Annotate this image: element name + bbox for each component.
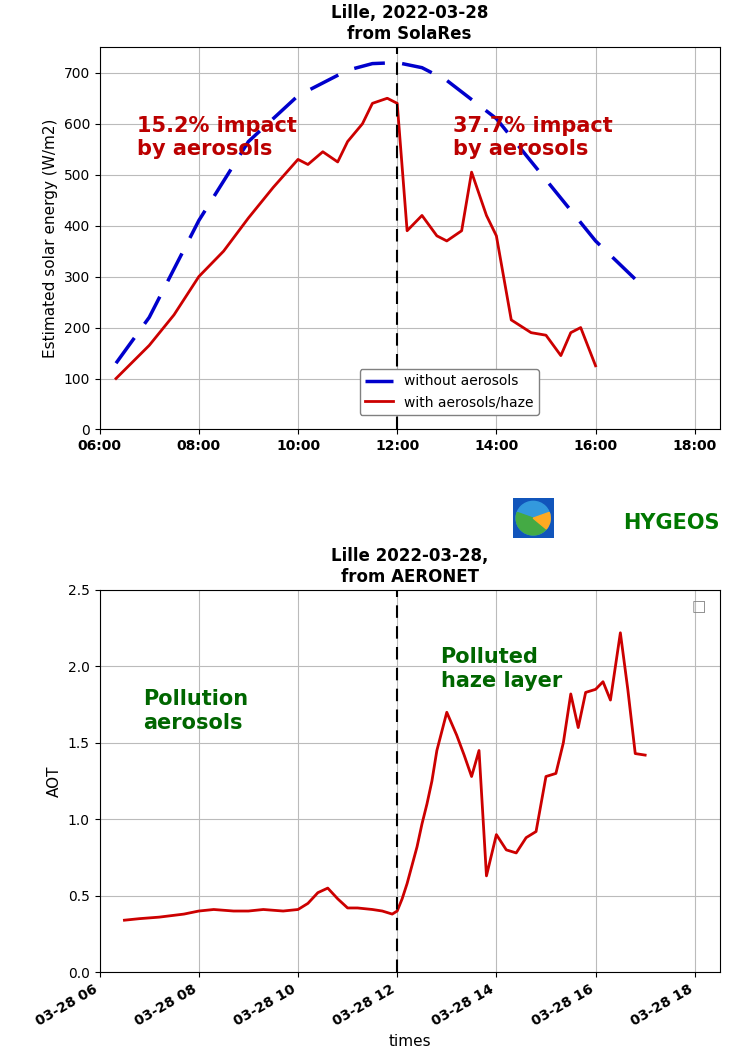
Text: 15.2% impact
by aerosols: 15.2% impact by aerosols (137, 116, 297, 160)
Y-axis label: Estimated solar energy (W/m2): Estimated solar energy (W/m2) (43, 119, 58, 358)
Title: Lille, 2022-03-28
from SolaRes: Lille, 2022-03-28 from SolaRes (331, 4, 489, 43)
Wedge shape (516, 513, 546, 535)
Circle shape (516, 501, 551, 535)
Text: HYGEOS: HYGEOS (623, 513, 720, 534)
Text: Polluted
haze layer: Polluted haze layer (441, 647, 562, 691)
X-axis label: times: times (388, 1034, 431, 1049)
Text: Pollution
aerosols: Pollution aerosols (143, 689, 248, 733)
Text: 37.7% impact
by aerosols: 37.7% impact by aerosols (453, 116, 613, 160)
Text: □: □ (692, 599, 706, 615)
Title: Lille 2022-03-28,
from AERONET: Lille 2022-03-28, from AERONET (331, 547, 489, 585)
Legend: without aerosols, with aerosols/haze: without aerosols, with aerosols/haze (359, 369, 539, 415)
Wedge shape (533, 513, 551, 529)
Y-axis label: AOT: AOT (47, 765, 62, 797)
